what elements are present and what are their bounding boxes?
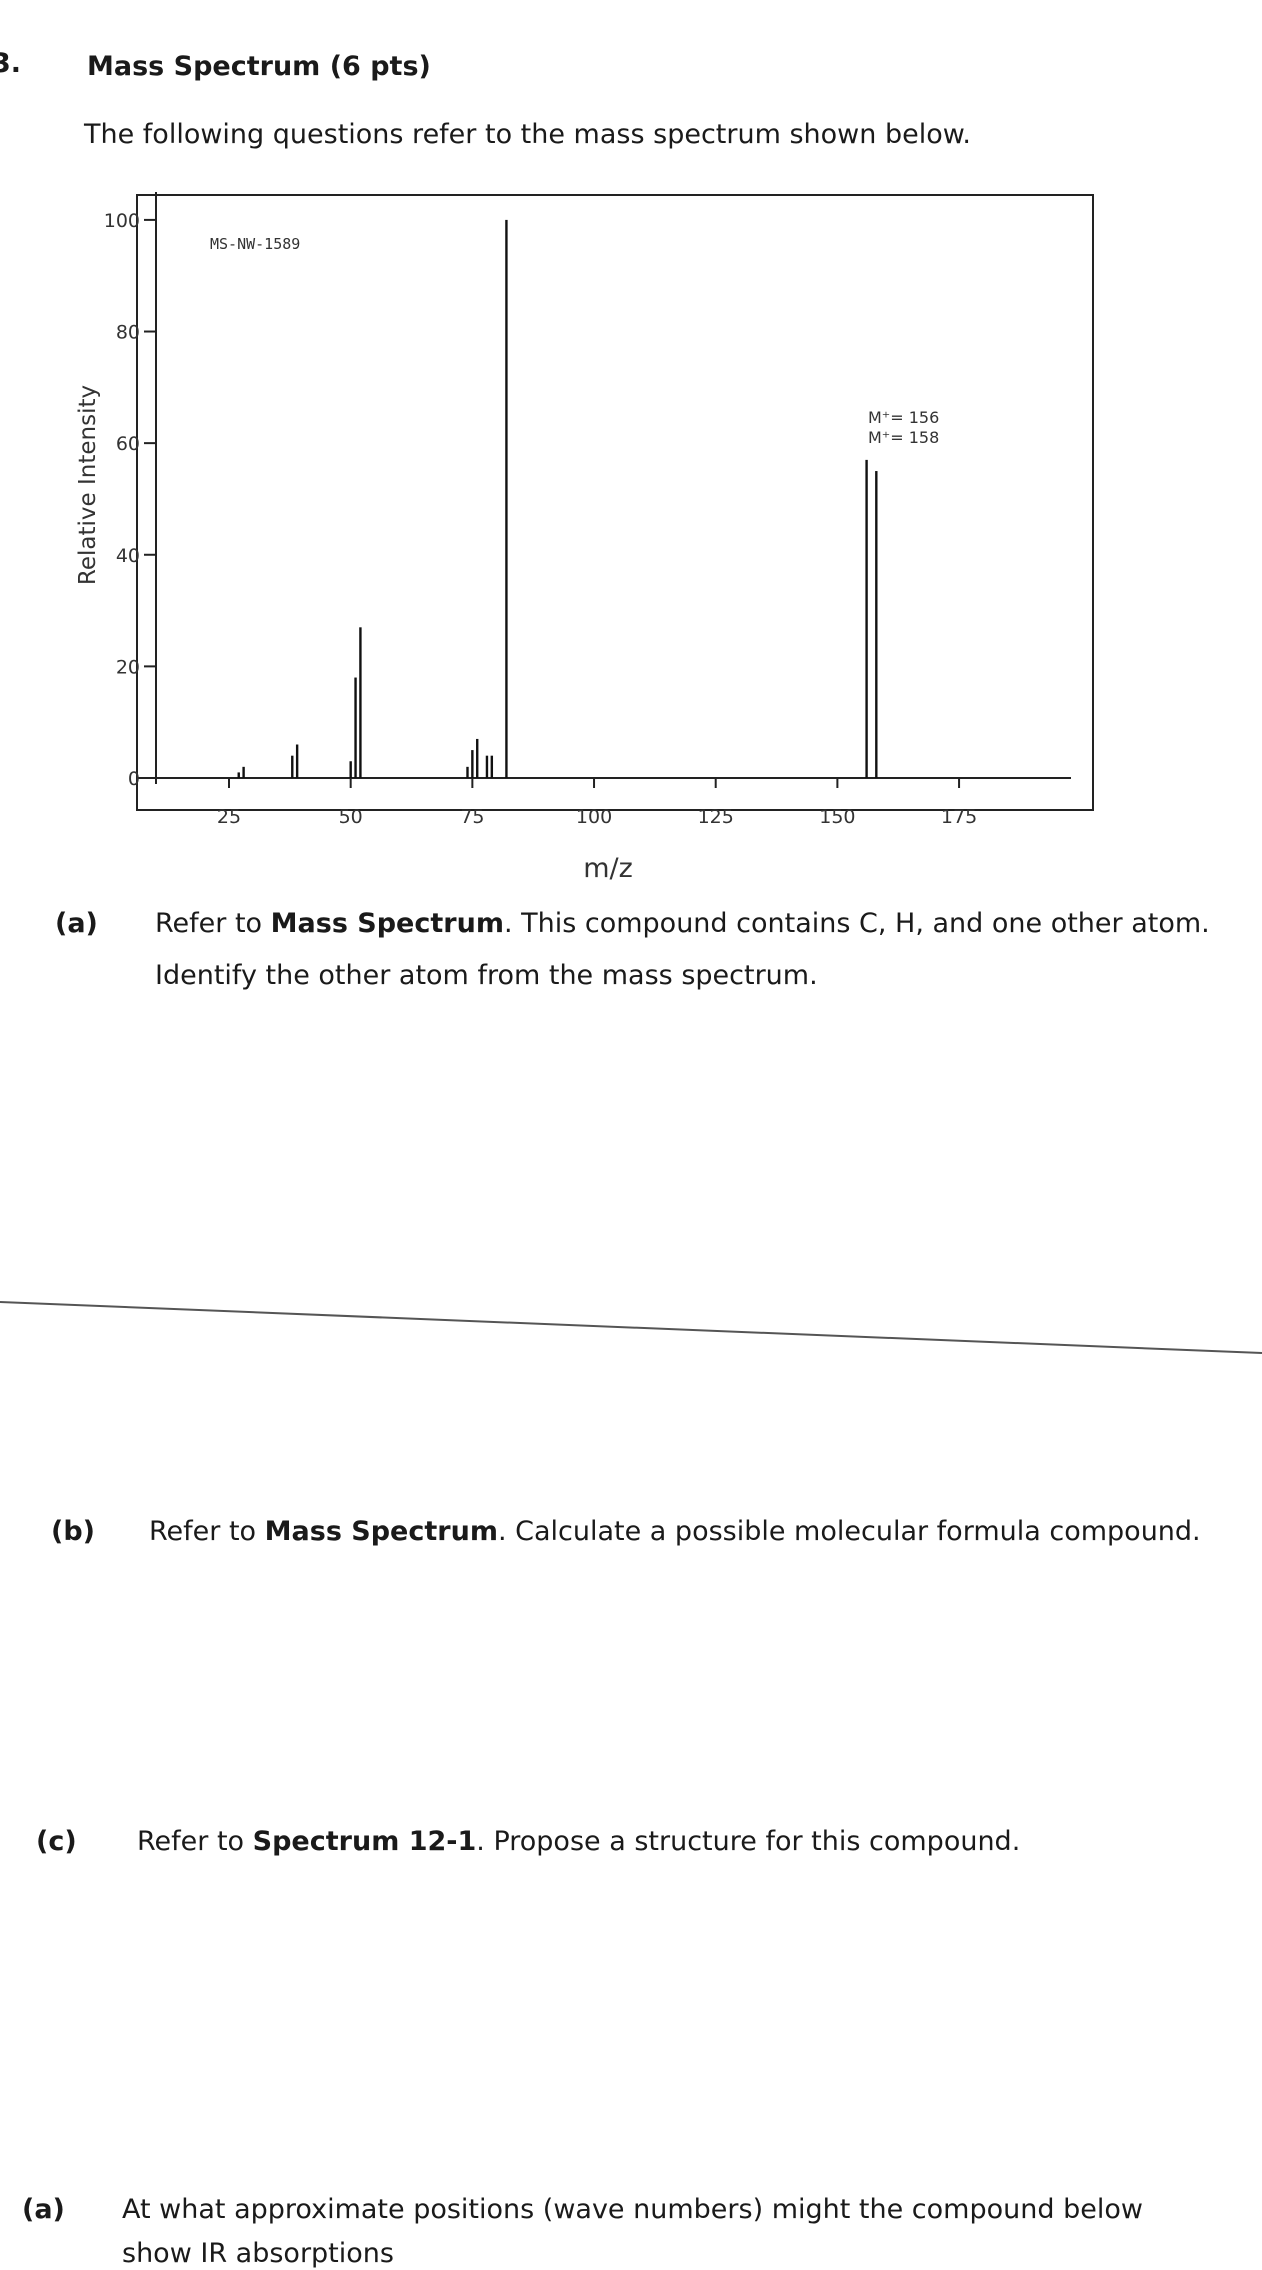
questions: (a) Refer to Mass Spectrum. This compound… bbox=[22, 908, 1210, 2269]
question-emphasis: Spectrum 12-1 bbox=[253, 1826, 477, 1857]
x-tick-label: 125 bbox=[698, 806, 734, 828]
chart-frame bbox=[136, 194, 1094, 811]
x-tick-label: 75 bbox=[460, 806, 484, 828]
intro-text: The following questions refer to the mas… bbox=[83, 119, 971, 150]
y-tick-label: 20 bbox=[116, 656, 140, 678]
peak-label: M⁺= 158 bbox=[868, 428, 939, 447]
y-tick-label: 100 bbox=[104, 210, 140, 232]
question-part: . Propose a structure for this compound. bbox=[476, 1826, 1020, 1857]
peak bbox=[237, 772, 240, 778]
peak-label: M⁺= 156 bbox=[868, 408, 939, 427]
peak bbox=[295, 744, 299, 778]
x-axis-label: m/z bbox=[583, 853, 633, 884]
question-part: . Calculate a possible molecular formula… bbox=[498, 1516, 1201, 1547]
question-label: (b) bbox=[51, 1516, 95, 1547]
peak bbox=[359, 627, 362, 778]
question-part: Refer to bbox=[155, 908, 271, 939]
question-text: At what approximate positions (wave numb… bbox=[122, 2194, 1143, 2225]
question-emphasis: Mass Spectrum bbox=[265, 1516, 498, 1547]
chart: 0 20 40 60 80 100 25 50 75 100 125 150 175 Relative I… bbox=[75, 192, 1071, 884]
question-part: Refer to bbox=[149, 1516, 265, 1547]
y-tick-label: 40 bbox=[116, 545, 140, 567]
peak bbox=[490, 755, 494, 778]
peak bbox=[505, 219, 508, 778]
question-part: At what approximate positions (wave numb… bbox=[122, 2194, 1143, 2225]
page-fold bbox=[0, 1301, 1262, 1354]
peak bbox=[291, 755, 294, 778]
y-tick-label: 0 bbox=[128, 768, 140, 790]
peak bbox=[466, 766, 469, 778]
question-text: Refer to Mass Spectrum. Calculate a poss… bbox=[149, 1516, 1201, 1547]
question-label: (a) bbox=[22, 2194, 65, 2225]
x-tick-label: 150 bbox=[819, 806, 855, 828]
x-tick-label: 100 bbox=[576, 806, 612, 828]
peak bbox=[875, 471, 878, 778]
x-tick-label: 175 bbox=[941, 806, 977, 828]
question-label: (c) bbox=[36, 1826, 77, 1857]
section-title: Mass Spectrum (6 pts) bbox=[87, 51, 431, 82]
peak bbox=[349, 761, 352, 778]
question-text-line2: Identify the other atom from the mass sp… bbox=[155, 960, 818, 991]
question-text: Refer to Mass Spectrum. This compound co… bbox=[155, 908, 1210, 939]
question-text: Refer to Spectrum 12-1. Propose a struct… bbox=[137, 1826, 1020, 1857]
peak bbox=[354, 677, 357, 778]
y-tick-label: 60 bbox=[116, 433, 140, 455]
question-emphasis: Mass Spectrum bbox=[271, 908, 504, 939]
y-tick-label: 80 bbox=[116, 322, 140, 344]
question-part: Refer to bbox=[137, 1826, 253, 1857]
question-part: . This compound contains C, H, and one o… bbox=[504, 908, 1210, 939]
question-text-line2: show IR absorptions bbox=[122, 2238, 394, 2269]
x-tick-label: 50 bbox=[339, 806, 363, 828]
y-axis-label: Relative Intensity bbox=[75, 385, 101, 585]
spectrum-id: MS-NW-1589 bbox=[210, 235, 300, 253]
x-tick-label: 25 bbox=[217, 806, 241, 828]
peak bbox=[865, 459, 868, 778]
peak bbox=[485, 755, 489, 778]
peak bbox=[242, 766, 245, 778]
question-number: 3. bbox=[0, 48, 21, 79]
peak bbox=[476, 738, 479, 778]
question-label: (a) bbox=[55, 908, 98, 939]
peak bbox=[471, 750, 474, 778]
